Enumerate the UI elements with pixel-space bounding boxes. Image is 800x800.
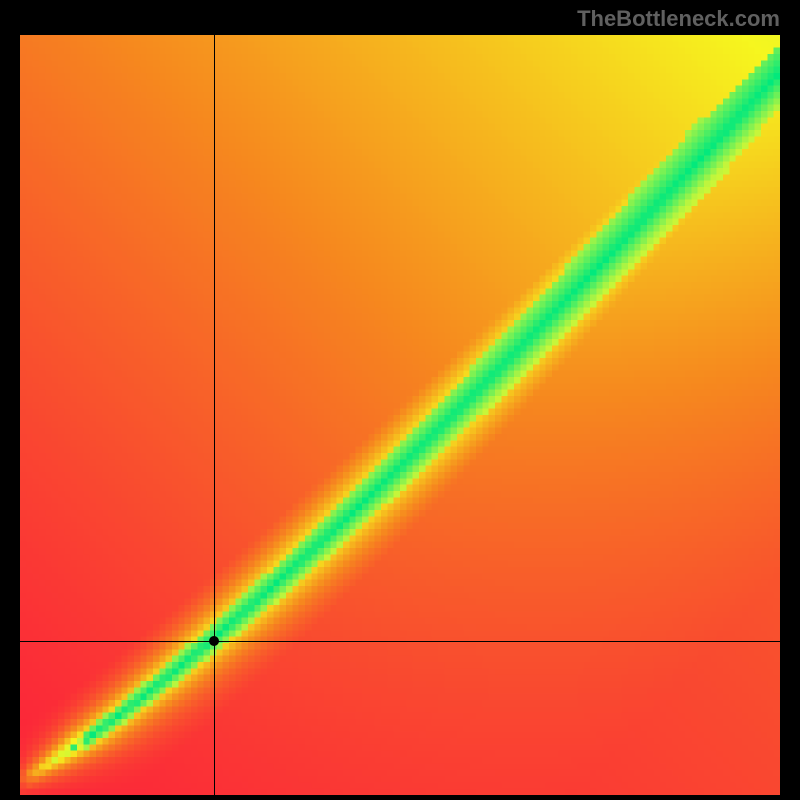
watermark-text: TheBottleneck.com — [577, 6, 780, 32]
crosshair-vertical — [214, 35, 215, 795]
crosshair-horizontal — [20, 641, 780, 642]
data-point-marker — [209, 636, 219, 646]
bottleneck-heatmap — [20, 35, 780, 795]
